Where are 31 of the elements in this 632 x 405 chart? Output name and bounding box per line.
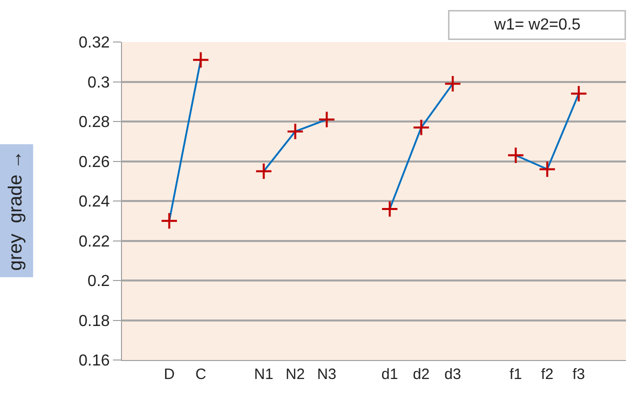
x-tick-label: d2 <box>412 366 430 383</box>
x-tick-label: D <box>164 366 175 383</box>
y-tick-label: 0.32 <box>78 34 110 52</box>
y-tick-label: 0.28 <box>78 114 110 132</box>
point <box>318 110 336 128</box>
point <box>255 162 272 180</box>
x-tick-label: C <box>195 366 206 383</box>
x-tick-label: f1 <box>509 366 522 383</box>
point <box>286 122 304 140</box>
x-tick-label: d3 <box>444 366 462 383</box>
y-tick-label: 0.3 <box>88 74 110 92</box>
x-tick-label: N1 <box>254 366 274 383</box>
y-tick-label: 0.18 <box>78 312 110 330</box>
point <box>570 84 588 102</box>
x-tick-label: d1 <box>381 366 398 383</box>
x-tick-label: f2 <box>540 366 554 383</box>
x-tick-label: f3 <box>572 366 586 383</box>
point <box>412 118 430 136</box>
x-tick-label: N2 <box>286 366 305 383</box>
y-tick-label: 0.24 <box>78 194 110 211</box>
y-tick-label: 0.2 <box>88 273 110 290</box>
text: w1= w2=0.5 <box>493 16 581 34</box>
y-tick-label: 0.16 <box>78 352 110 370</box>
point <box>538 160 556 178</box>
y-tick-label: 0.26 <box>78 154 110 171</box>
x-tick-label: N3 <box>317 366 336 383</box>
point <box>444 75 462 92</box>
point <box>507 146 524 164</box>
y-axis-title: grey grade → <box>6 150 27 271</box>
point <box>381 200 398 218</box>
y-tick-label: 0.22 <box>78 233 110 250</box>
